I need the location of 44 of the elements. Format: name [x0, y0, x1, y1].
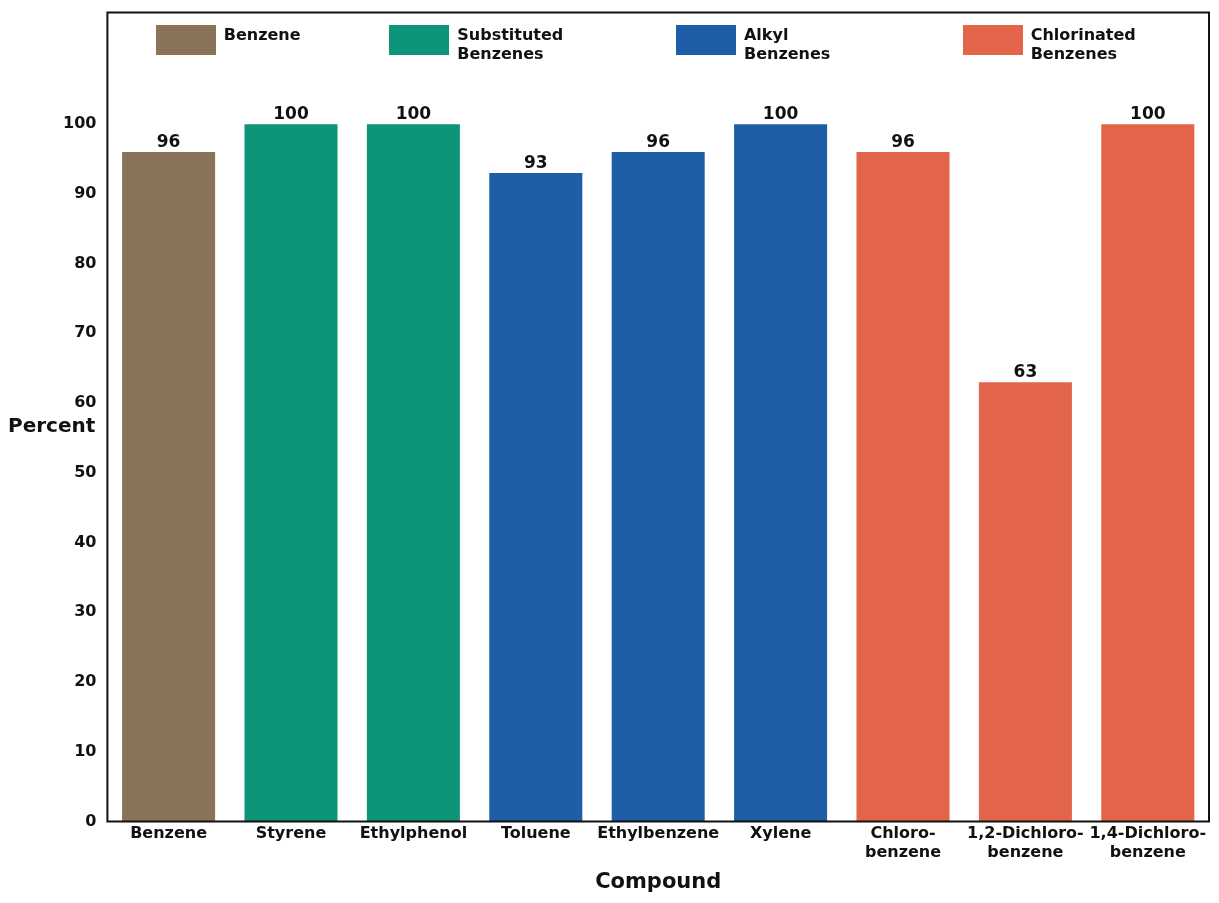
y-tick-label: 80 — [74, 252, 97, 272]
legend-label: Chlorinated Benzenes — [1030, 24, 1137, 63]
y-tick-label: 100 — [62, 113, 97, 133]
y-tick-label: 30 — [74, 601, 97, 621]
legend-label: Alkyl Benzenes — [743, 24, 832, 63]
bar — [856, 152, 950, 822]
bar — [244, 124, 338, 822]
x-tick-label: Ethylphenol — [359, 823, 468, 843]
bar — [978, 382, 1072, 822]
x-tick-label: Toluene — [500, 823, 571, 843]
data-label: 100 — [762, 103, 799, 124]
bar — [1101, 124, 1195, 822]
x-tick-label: Xylene — [749, 823, 812, 843]
legend-label: Benzene — [223, 24, 301, 44]
data-label: 96 — [646, 130, 671, 151]
bar — [366, 124, 460, 822]
bar — [122, 152, 216, 822]
data-label: 100 — [273, 103, 309, 124]
y-tick-label: 10 — [74, 740, 97, 760]
data-label: 96 — [156, 130, 181, 151]
y-tick-label: 20 — [74, 671, 97, 691]
y-tick-label: 60 — [74, 392, 97, 412]
x-tick-label: Styrene — [255, 823, 327, 843]
data-label: 96 — [891, 130, 915, 151]
bar — [611, 152, 705, 822]
x-tick-label: Ethylbenzene — [597, 823, 720, 843]
y-tick-label: 90 — [74, 183, 97, 203]
data-label: 100 — [1130, 103, 1166, 124]
legend-label: Substituted Benzenes — [457, 24, 565, 63]
bar — [489, 172, 583, 822]
y-axis-title: Percent — [8, 413, 96, 438]
x-tick-label: Chloro-benzene — [864, 823, 942, 862]
x-tick-label: 1,4-Dichloro-benzene — [1089, 823, 1207, 862]
y-tick-label: 0 — [85, 810, 97, 830]
data-label: 63 — [1013, 361, 1038, 382]
y-tick-label: 40 — [74, 531, 97, 551]
x-tick-label: 1,2-Dichloro-benzene — [967, 823, 1084, 862]
data-label: 93 — [523, 151, 548, 172]
bar — [734, 124, 828, 822]
y-tick-label: 50 — [74, 461, 97, 481]
y-tick-label: 70 — [74, 322, 97, 342]
x-tick-label: Benzene — [130, 823, 208, 843]
data-label: 100 — [395, 103, 432, 124]
x-axis-title: Compound — [595, 868, 722, 893]
